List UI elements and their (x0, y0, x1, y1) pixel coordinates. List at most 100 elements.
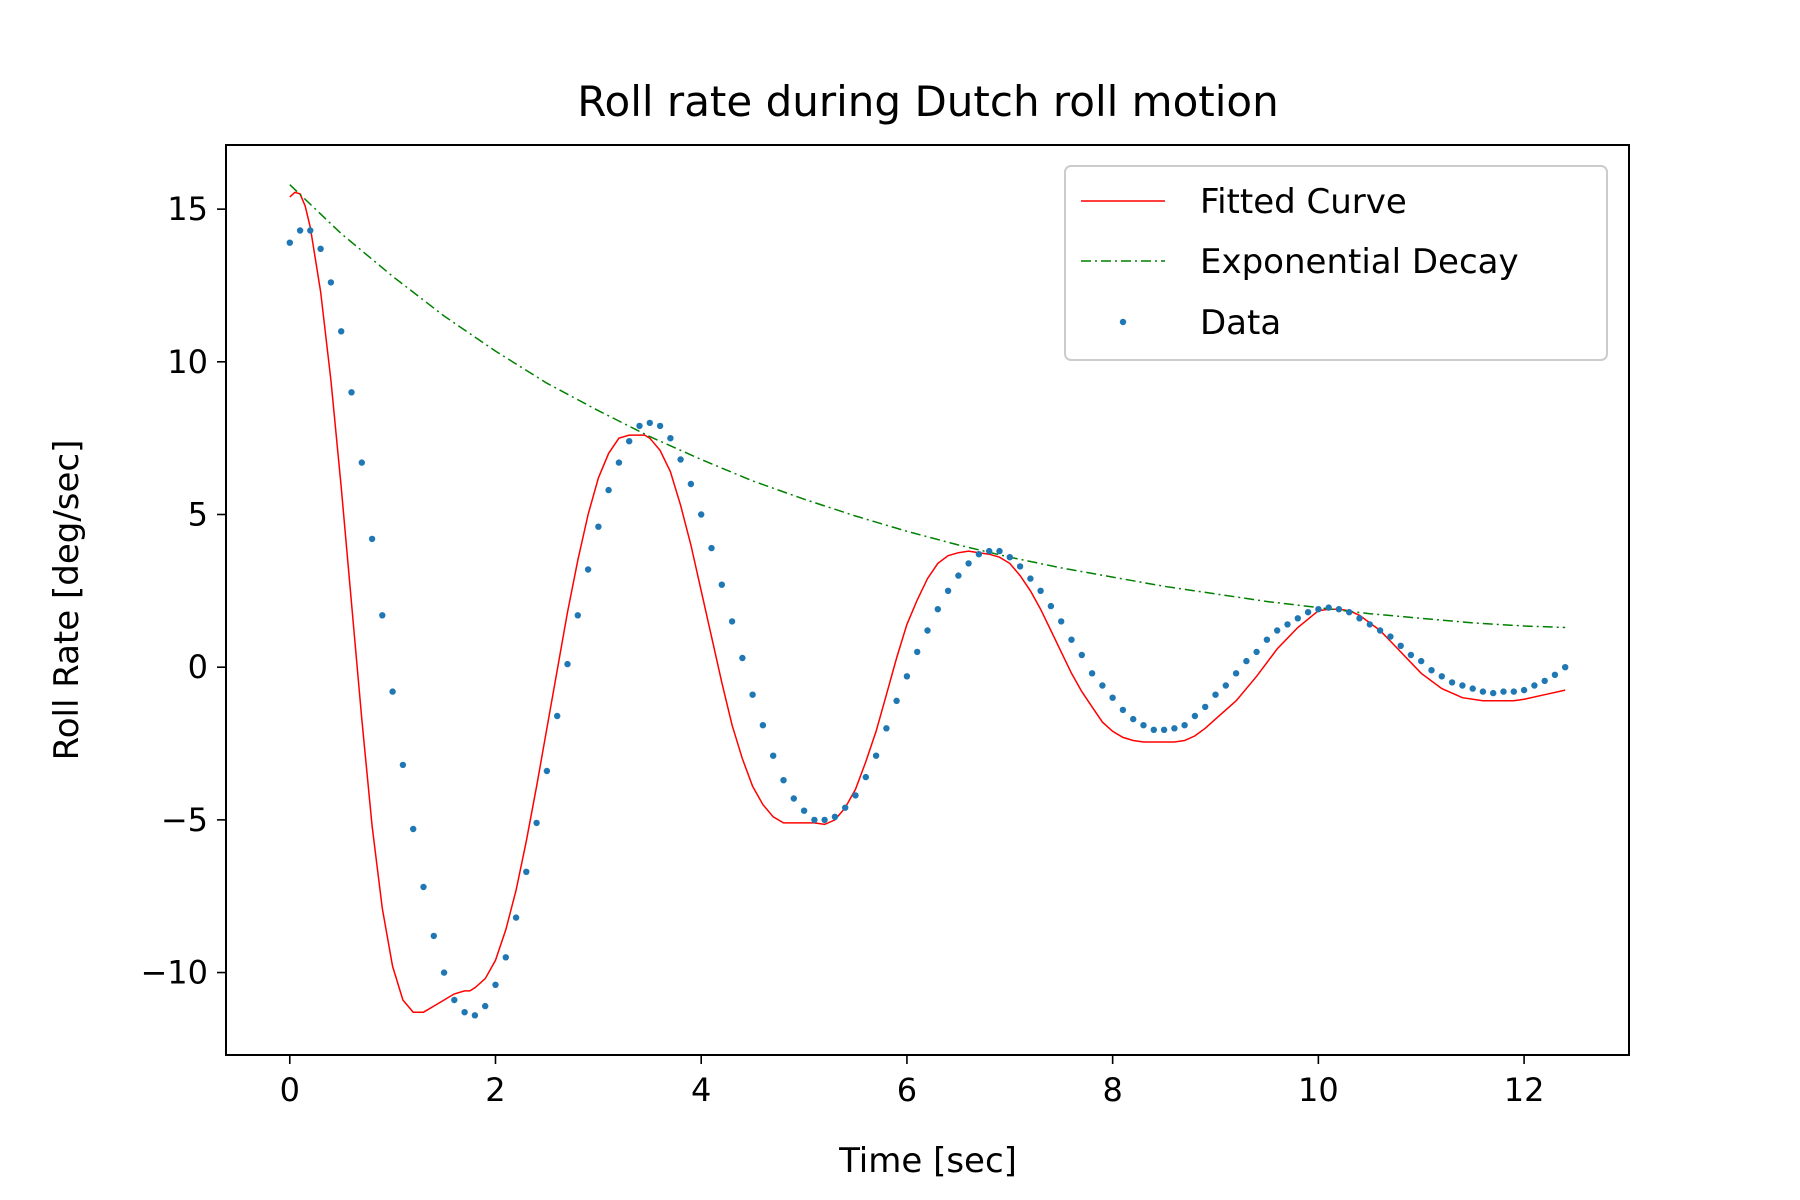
data-point (471, 1012, 479, 1019)
data-point (1418, 657, 1425, 665)
data-point (1027, 575, 1034, 582)
legend: Fitted Curve Exponential Decay Data (1064, 165, 1608, 361)
data-point (1099, 682, 1106, 689)
data-point (296, 227, 304, 234)
data-point (646, 419, 653, 427)
x-axis-label: Time [sec] (838, 1141, 1017, 1181)
data-point (307, 227, 314, 234)
data-point (1510, 688, 1518, 695)
data-point (1366, 621, 1374, 628)
data-point (584, 566, 592, 573)
data-point (739, 654, 746, 662)
series-points-data (286, 227, 1569, 1019)
data-point (1397, 642, 1404, 649)
y-tick-label: −5 (161, 801, 208, 839)
x-tick-label: 8 (1102, 1071, 1122, 1109)
data-point (1243, 657, 1250, 665)
data-point (533, 819, 540, 827)
data-point (523, 868, 530, 875)
data-point (1448, 679, 1456, 686)
data-point (842, 804, 849, 811)
plot-area (286, 184, 1569, 1019)
data-point (1346, 609, 1353, 616)
data-point (451, 996, 458, 1004)
data-point (1058, 618, 1065, 625)
data-point (811, 816, 818, 824)
data-point (1356, 615, 1363, 622)
data-point (708, 544, 715, 552)
data-point (1006, 554, 1013, 561)
data-point (368, 535, 376, 543)
data-point (1212, 691, 1219, 698)
y-tick-label: 5 (188, 495, 208, 533)
data-point (1191, 712, 1199, 720)
data-point (626, 438, 633, 445)
data-point (986, 547, 993, 555)
data-point (615, 459, 623, 466)
data-point (1068, 636, 1075, 643)
y-tick-label: 0 (188, 648, 208, 686)
data-point (924, 627, 931, 634)
data-point (1222, 682, 1230, 689)
data-point (872, 752, 880, 759)
data-point (1140, 722, 1147, 729)
x-tick-label: 6 (897, 1071, 917, 1109)
legend-label-fitted-curve: Fitted Curve (1200, 182, 1407, 222)
data-point (903, 673, 911, 680)
legend-label-data: Data (1200, 303, 1281, 343)
data-point (286, 239, 293, 246)
data-point (780, 777, 787, 784)
series-line-exponential-decay (289, 184, 1566, 629)
data-point (821, 816, 828, 824)
data-point (677, 456, 684, 463)
data-point (1263, 636, 1271, 643)
y-axis: −10 −5 0 5 10 15 (140, 190, 226, 992)
data-point (800, 807, 808, 814)
x-tick-label: 4 (691, 1071, 711, 1109)
data-point (1047, 602, 1055, 610)
data-point (1253, 648, 1260, 656)
x-tick-label: 12 (1504, 1071, 1545, 1109)
legend-entry-fitted-curve: Fitted Curve (1081, 182, 1407, 222)
data-point (564, 660, 571, 668)
data-point (996, 547, 1003, 555)
data-point (1088, 670, 1096, 677)
data-point (1160, 726, 1168, 733)
data-point (1294, 615, 1302, 622)
data-point (718, 581, 725, 588)
data-point (1376, 627, 1384, 634)
data-point (893, 697, 900, 704)
data-point (965, 560, 972, 567)
data-point (1274, 627, 1281, 634)
data-point (1202, 703, 1209, 711)
plot-frame (225, 144, 1630, 1056)
data-point (399, 761, 407, 769)
data-point (574, 612, 581, 619)
data-point (852, 792, 859, 799)
data-point (482, 1002, 489, 1010)
data-point (1531, 682, 1538, 689)
data-point (883, 725, 890, 732)
data-point (1037, 587, 1044, 594)
data-point (759, 722, 767, 729)
x-tick-label: 0 (280, 1071, 300, 1109)
data-point (749, 691, 756, 698)
data-point (554, 712, 561, 720)
data-point (410, 825, 417, 833)
data-point (420, 883, 427, 891)
data-point (605, 486, 612, 494)
data-point (512, 914, 520, 921)
data-point (698, 511, 705, 518)
data-point (430, 932, 437, 940)
data-point (379, 612, 386, 619)
x-tick-label: 2 (485, 1071, 505, 1109)
data-point (1407, 651, 1415, 659)
data-point (770, 752, 777, 759)
chart-title: Roll rate during Dutch roll motion (577, 77, 1278, 126)
x-axis: 0 2 4 6 8 10 12 (280, 1055, 1545, 1109)
data-point (543, 767, 551, 775)
data-point (492, 981, 499, 988)
data-point (728, 618, 736, 625)
data-point (1109, 694, 1116, 701)
data-point (934, 606, 941, 613)
